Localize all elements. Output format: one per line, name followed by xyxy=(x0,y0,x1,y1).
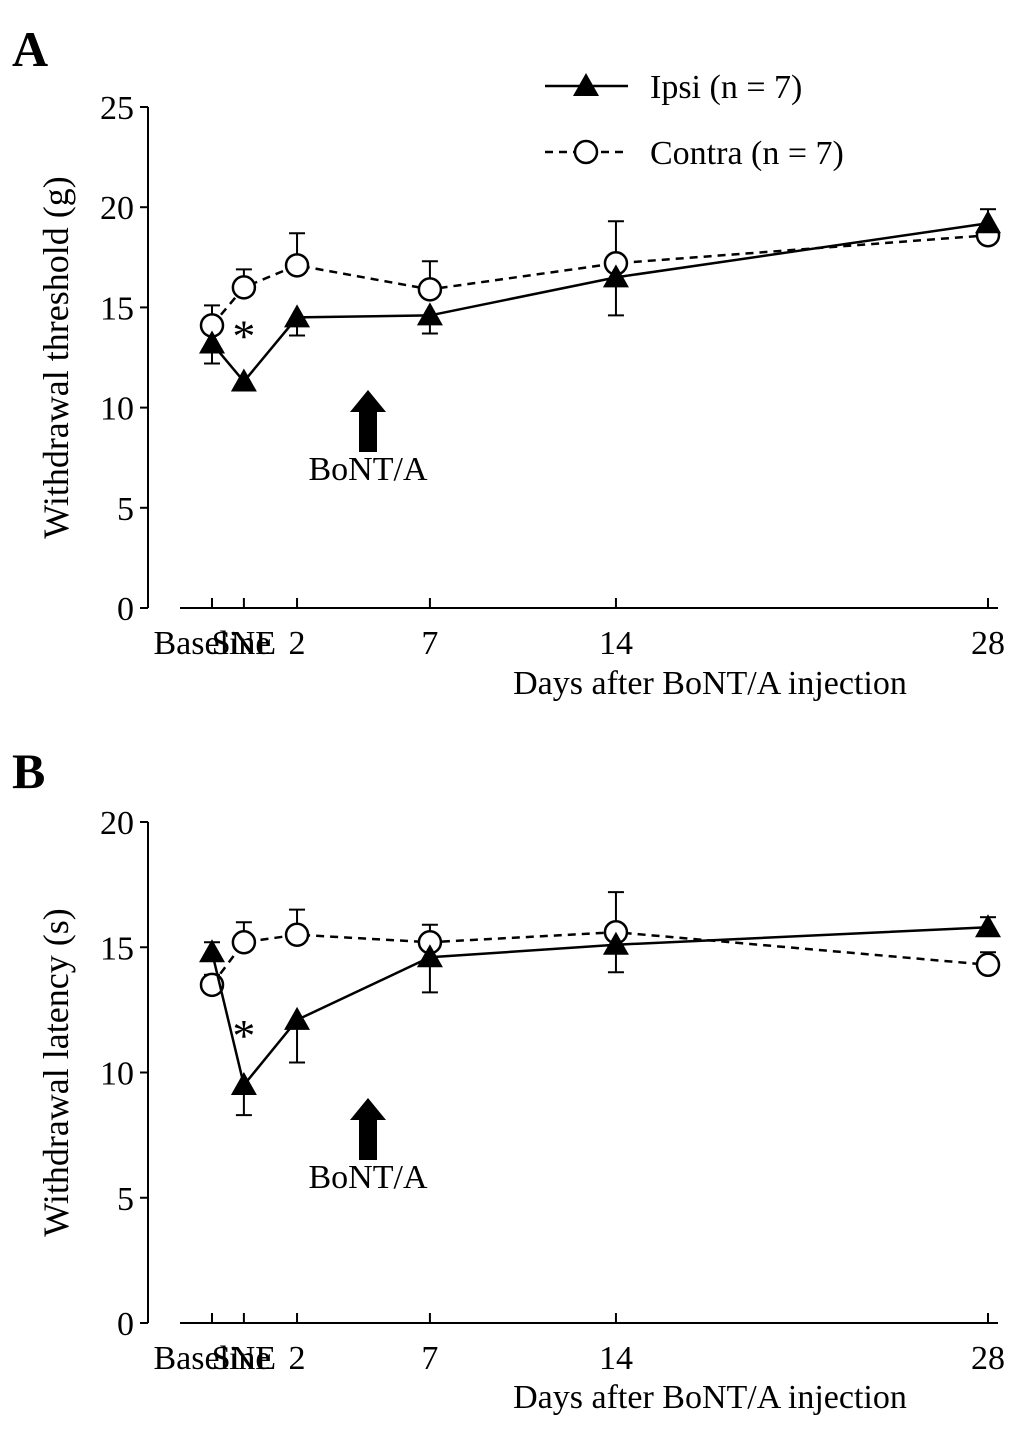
data-point-ipsi xyxy=(416,944,443,968)
x-tick-label: Baseline xyxy=(153,1340,270,1377)
x-tick-label: Baseline xyxy=(153,625,270,662)
y-tick-label: 15 xyxy=(100,930,134,967)
y-tick-label: 20 xyxy=(100,805,134,842)
data-point-contra xyxy=(231,929,257,955)
data-point-contra xyxy=(284,253,310,278)
legend-marker-ipsi xyxy=(573,73,599,96)
injection-label: BoNT/A xyxy=(309,1159,428,1196)
legend-label-contra: Contra (n = 7) xyxy=(650,135,844,172)
y-tick-label: 10 xyxy=(100,391,134,428)
significance-asterisk: * xyxy=(232,1010,255,1061)
x-tick-label: 7 xyxy=(421,625,438,662)
x-tick-label: SNE xyxy=(212,1340,276,1377)
data-point-ipsi xyxy=(602,931,629,955)
data-point-contra xyxy=(284,922,310,947)
y-tick-label: 25 xyxy=(100,90,134,127)
data-point-ipsi xyxy=(975,914,1001,938)
y-tick-label: 5 xyxy=(117,491,134,528)
data-point-ipsi xyxy=(284,304,311,328)
x-tick-label: 2 xyxy=(289,1340,306,1377)
data-point-ipsi xyxy=(416,302,443,326)
x-tick-label: 2 xyxy=(289,625,306,662)
x-tick-label: 28 xyxy=(971,1340,1005,1377)
data-point-ipsi xyxy=(230,1072,257,1096)
x-tick-label: 28 xyxy=(971,625,1005,662)
significance-asterisk: * xyxy=(232,311,255,362)
injection-label: BoNT/A xyxy=(309,451,428,488)
y-tick-label: 15 xyxy=(100,290,134,327)
series-line-contra xyxy=(210,930,989,986)
y-tick-label: 10 xyxy=(100,1056,134,1093)
series-line-contra xyxy=(211,234,989,327)
data-point-ipsi xyxy=(284,1006,311,1030)
y-tick-label: 5 xyxy=(117,1181,134,1218)
legend-label-ipsi: Ipsi (n = 7) xyxy=(650,69,802,106)
x-axis-label: Days after BoNT/A injection xyxy=(513,665,907,702)
data-point-ipsi xyxy=(230,368,257,392)
data-point-ipsi xyxy=(602,264,629,288)
y-tick-label: 0 xyxy=(117,591,134,628)
legend: Ipsi (n = 7) Contra (n = 7) xyxy=(545,69,844,172)
x-tick-label: SNE xyxy=(212,625,276,662)
panel-letter: A xyxy=(12,21,48,77)
x-axis-label: Days after BoNT/A injection xyxy=(513,1379,907,1416)
injection-arrow xyxy=(350,390,386,452)
x-tick-label: 14 xyxy=(599,1340,633,1377)
series-line-ipsi xyxy=(210,925,989,1088)
x-tick-label: 14 xyxy=(599,625,633,662)
x-tick-label: 7 xyxy=(421,1340,438,1377)
y-tick-label: 20 xyxy=(100,190,134,227)
data-point-ipsi xyxy=(199,330,225,354)
data-point-ipsi xyxy=(975,210,1001,234)
chart-panel-b: B 0 5 10 15 20 Withdrawal latency (s) BaselineS… xyxy=(12,743,1005,1416)
data-point-contra xyxy=(231,275,257,300)
y-axis-label: Withdrawal threshold (g) xyxy=(36,176,76,538)
y-axis-label: Withdrawal latency (s) xyxy=(36,908,76,1236)
y-tick-label: 0 xyxy=(117,1306,134,1343)
panel-letter: B xyxy=(12,743,45,799)
series-line-ipsi xyxy=(211,221,989,384)
chart-panel-a: A 0 5 10 15 20 25 Withdrawal threshold (g) Basel… xyxy=(12,21,1005,702)
data-point-ipsi xyxy=(199,939,225,963)
injection-arrow xyxy=(350,1098,386,1160)
data-point-contra xyxy=(417,277,443,302)
data-point-contra xyxy=(975,952,1001,978)
legend-marker-contra xyxy=(573,139,599,165)
